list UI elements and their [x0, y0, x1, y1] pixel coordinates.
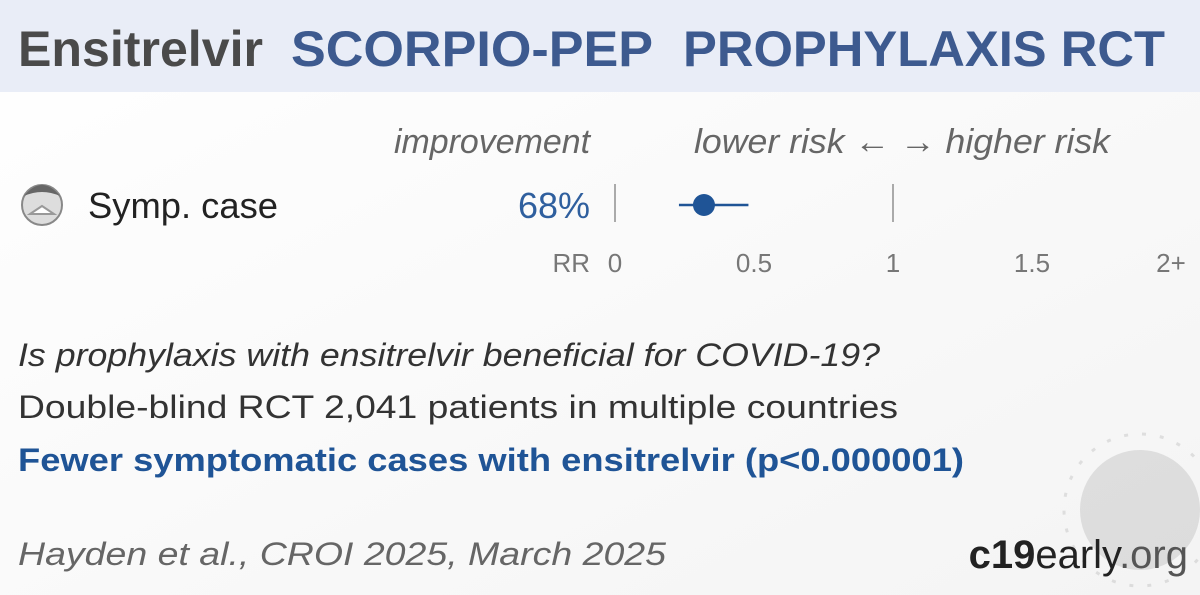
header-band	[0, 0, 1200, 92]
improvement-value: 68%	[518, 185, 590, 226]
site-part: .org	[1119, 533, 1188, 577]
description: Double-blind RCT 2,041 patients in multi…	[18, 389, 898, 425]
improvement-heading: improvement	[394, 123, 592, 161]
question: Is prophylaxis with ensitrelvir benefici…	[18, 337, 880, 373]
title-type: PROPHYLAXIS RCT	[683, 21, 1165, 77]
point-estimate	[692, 194, 715, 216]
axis-label: RR	[552, 248, 590, 278]
citation: Hayden et al., CROI 2025, March 2025	[18, 536, 666, 572]
x-tick-label: 1.5	[1014, 248, 1050, 278]
title-drug: Ensitrelvir	[18, 21, 263, 77]
outcome-label: Symp. case	[88, 185, 278, 226]
x-tick-label: 1	[886, 248, 900, 278]
conclusion: Fewer symptomatic cases with ensitrelvir…	[18, 442, 964, 478]
site-part: c19	[969, 533, 1036, 577]
direction-heading: lower risk ← → higher risk	[694, 123, 1112, 161]
virus-decoration	[1062, 432, 1200, 588]
x-tick-label: 0	[608, 248, 622, 278]
title-trial: SCORPIO-PEP	[291, 21, 653, 77]
x-tick-label: 2+	[1156, 248, 1186, 278]
site: c19early.org	[969, 533, 1188, 577]
site-part: early	[1035, 533, 1122, 577]
outcome-icon	[21, 184, 63, 226]
x-tick-label: 0.5	[736, 248, 772, 278]
